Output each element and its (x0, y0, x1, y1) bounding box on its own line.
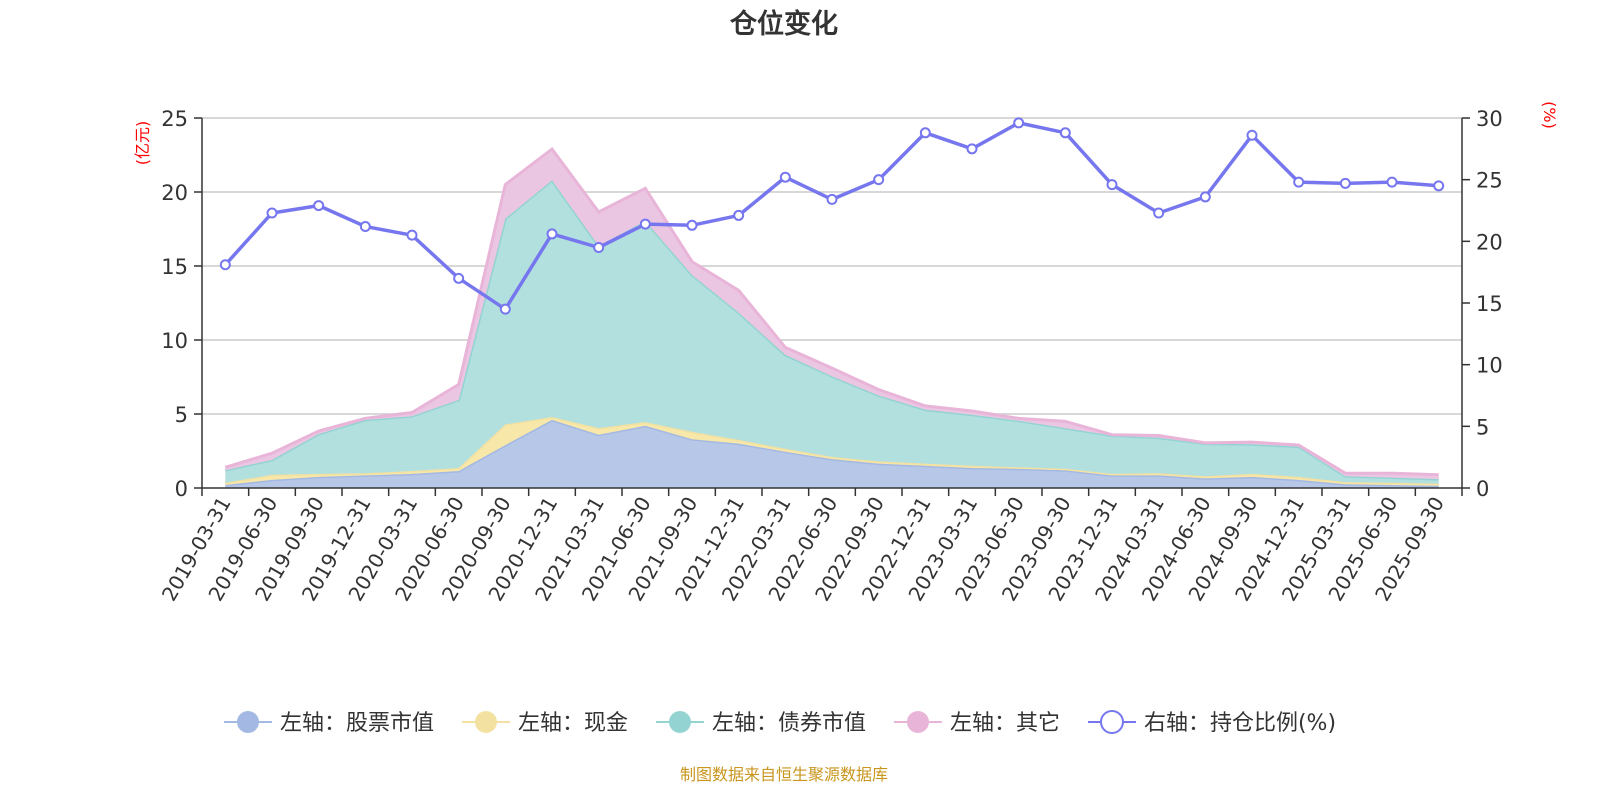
chart-title: 仓位变化 (729, 8, 838, 40)
ratio-point[interactable] (1059, 127, 1071, 139)
right-axis-unit-label: (%) (1540, 101, 1559, 129)
left-tick-label: 15 (161, 255, 188, 279)
ratio-point[interactable] (359, 221, 371, 233)
left-tick-label: 5 (175, 403, 188, 427)
ratio-point[interactable] (1246, 129, 1258, 141)
legend-label: 左轴：债券市值 (712, 711, 866, 736)
legend-marker (474, 711, 497, 733)
grid-layer (202, 117, 1462, 415)
right-tick-label: 10 (1476, 354, 1503, 378)
right-tick-label: 20 (1476, 230, 1503, 254)
ratio-point[interactable] (593, 242, 605, 253)
left-tick-label: 25 (161, 107, 188, 131)
ratio-point[interactable] (499, 303, 511, 315)
ratio-point[interactable] (1339, 177, 1351, 189)
area-series-2 (225, 180, 1439, 484)
ratio-point[interactable] (826, 193, 838, 205)
ratio-point[interactable] (1433, 180, 1445, 192)
legend-item-3[interactable]: 左轴：其它 (893, 711, 1060, 736)
ratio-point[interactable] (1386, 176, 1398, 188)
legend-item-4[interactable]: 右轴：持仓比例(%) (1087, 710, 1336, 736)
ratio-point[interactable] (966, 143, 978, 155)
right-tick-label: 5 (1476, 415, 1489, 439)
ratio-point[interactable] (546, 228, 558, 240)
left-tick-label: 10 (161, 329, 188, 353)
right-tick-label: 0 (1476, 477, 1489, 501)
legend-item-0[interactable]: 左轴：股票市值 (223, 711, 434, 736)
area-layer (224, 146, 1439, 488)
legend-marker (668, 711, 691, 733)
ratio-point[interactable] (1106, 179, 1118, 191)
legend-marker (906, 711, 929, 733)
ratio-point[interactable] (919, 127, 931, 139)
legend-label: 右轴：持仓比例(%) (1144, 711, 1336, 736)
ratio-point[interactable] (266, 207, 278, 219)
legend[interactable]: 左轴：股票市值 左轴：现金 左轴：债券市值 左轴：其它 右轴：持仓比例(%) (223, 710, 1336, 736)
legend-marker (1099, 710, 1124, 734)
ratio-point[interactable] (639, 218, 651, 230)
ratio-point[interactable] (873, 174, 885, 186)
ratio-point[interactable] (453, 272, 465, 284)
ratio-point[interactable] (1013, 117, 1025, 129)
ratio-point[interactable] (219, 259, 231, 271)
right-tick-label: 30 (1476, 107, 1503, 131)
legend-item-1[interactable]: 左轴：现金 (461, 711, 628, 736)
ratio-point[interactable] (733, 209, 745, 221)
ratio-point[interactable] (1199, 191, 1211, 203)
legend-item-2[interactable]: 左轴：债券市值 (655, 711, 866, 736)
legend-label: 左轴：股票市值 (280, 711, 434, 736)
left-tick-label: 0 (175, 477, 188, 501)
ratio-line (224, 121, 1439, 312)
ratio-point[interactable] (313, 200, 325, 212)
ratio-point[interactable] (1293, 176, 1305, 188)
ratio-point[interactable] (686, 219, 698, 231)
right-tick-label: 25 (1476, 169, 1503, 193)
right-tick-label: 15 (1476, 292, 1503, 316)
legend-label: 左轴：现金 (518, 711, 628, 736)
left-tick-label: 20 (161, 181, 188, 205)
ratio-point[interactable] (406, 229, 418, 241)
area-series-edge-3 (224, 146, 1439, 477)
line-layer (219, 117, 1445, 315)
ratio-point[interactable] (1153, 207, 1165, 219)
ratio-point[interactable] (779, 171, 791, 183)
legend-label: 左轴：其它 (950, 711, 1060, 736)
legend-marker (236, 711, 259, 733)
source-note: 制图数据来自恒生聚源数据库 (680, 765, 888, 784)
area-series-0 (225, 419, 1439, 488)
left-axis-unit-label: (亿元) (133, 121, 152, 166)
